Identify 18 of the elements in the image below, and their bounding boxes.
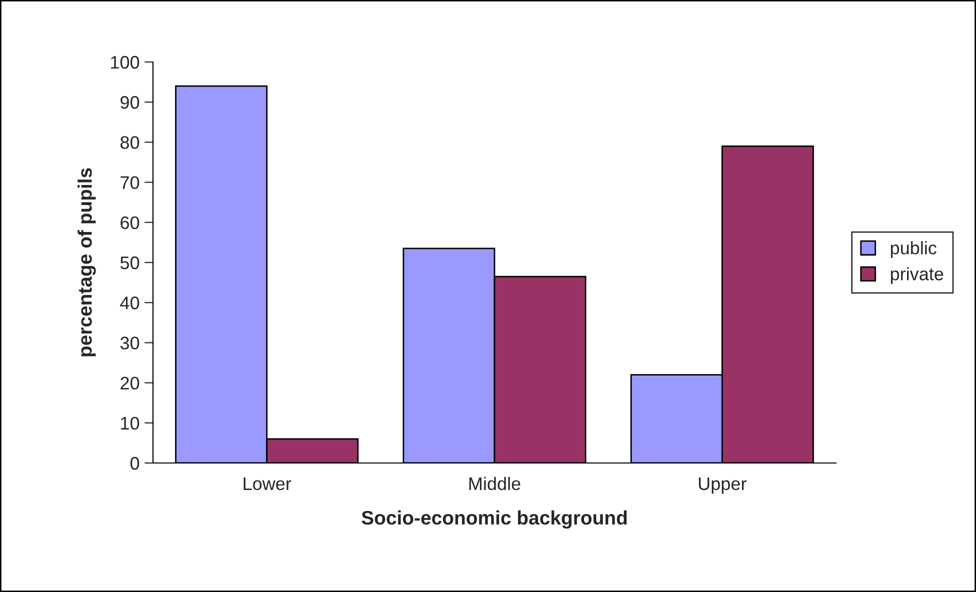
legend-label: public: [890, 241, 936, 258]
y-tick-label: 80: [120, 136, 140, 149]
y-tick-label: 100: [111, 56, 140, 69]
x-axis-title: Socio-economic background: [362, 510, 627, 529]
x-tick-label: Middle: [469, 476, 520, 490]
y-axis-title: percentage of pupils: [78, 168, 96, 356]
y-tick-label: 0: [130, 456, 140, 470]
y-tick-label: 60: [120, 216, 140, 230]
legend-label: private: [890, 267, 944, 284]
y-tick-label: 20: [120, 376, 140, 390]
y-tick-label: 30: [120, 336, 140, 350]
x-tick-label: Upper: [698, 478, 746, 494]
x-tick-label: Lower: [244, 478, 292, 490]
y-tick-label: 50: [120, 256, 140, 270]
y-tick-label: 90: [120, 96, 140, 109]
y-tick-label: 40: [120, 296, 140, 310]
y-tick-label: 70: [120, 176, 140, 190]
y-tick-label: 10: [121, 416, 140, 430]
